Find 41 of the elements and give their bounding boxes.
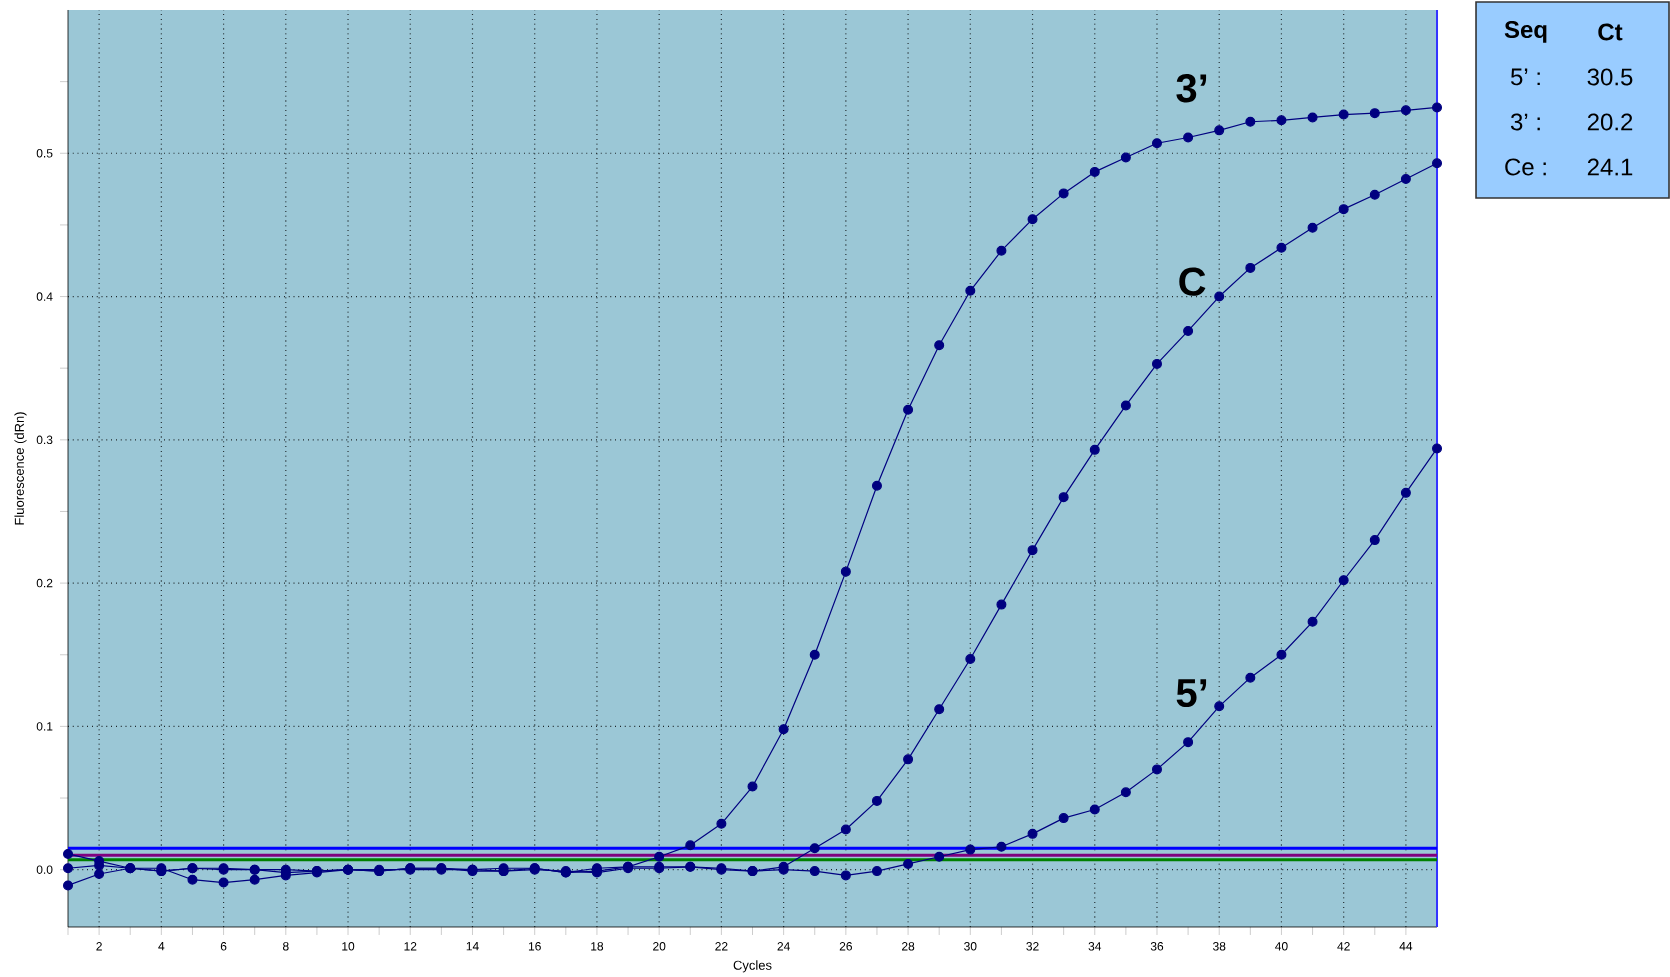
text: Ce : [1505,158,1546,176]
x-tick-label: 42 [1337,942,1350,951]
x-tick-label: 30 [964,942,977,951]
text: 5’ : [1510,68,1540,86]
x-tick-label: 2 [96,942,102,951]
y-tick-label: 0.0 [36,865,53,874]
x-tick-label: 28 [902,942,915,951]
text: Seq [1504,21,1547,43]
text: Ct [1598,23,1623,41]
y-tick-label: 0.5 [36,149,53,158]
text: 20.2 [1587,113,1633,131]
x-tick-label: 34 [1088,942,1102,951]
x-tick-label: 36 [1150,942,1164,951]
y-tick-label: 0.2 [36,578,53,588]
text: 24.1 [1587,158,1633,176]
y-tick-label: 0.1 [36,722,53,731]
x-tick-label: 12 [404,942,417,951]
x-tick-label: 6 [220,942,227,951]
y-tick-label: 0.4 [36,292,53,301]
y-tick-label: 0.3 [36,435,53,445]
series-label: 3’ [1176,74,1207,103]
x-tick-label: 44 [1399,942,1413,951]
x-tick-label: 16 [528,942,541,951]
x-tick-label: 26 [839,942,852,951]
series-label: C [1179,267,1206,296]
y-axis-title: Fluorescence (dRn) [14,412,27,525]
x-axis-title: Cycles [733,960,772,973]
x-tick-label: 22 [715,942,728,951]
x-tick-label: 18 [591,942,604,951]
x-tick-label: 40 [1275,942,1288,951]
text: 30.5 [1587,68,1633,86]
x-tick-label: 24 [777,942,790,951]
x-tick-label: 20 [653,942,666,951]
series-label: 5’ [1176,679,1207,708]
x-tick-label: 38 [1213,942,1226,951]
x-tick-label: 10 [342,942,355,951]
x-tick-label: 14 [466,942,479,951]
x-tick-label: 8 [283,942,289,951]
text: 3’ : [1510,113,1540,131]
x-tick-label: 32 [1026,942,1039,951]
x-tick-label: 4 [158,942,165,951]
